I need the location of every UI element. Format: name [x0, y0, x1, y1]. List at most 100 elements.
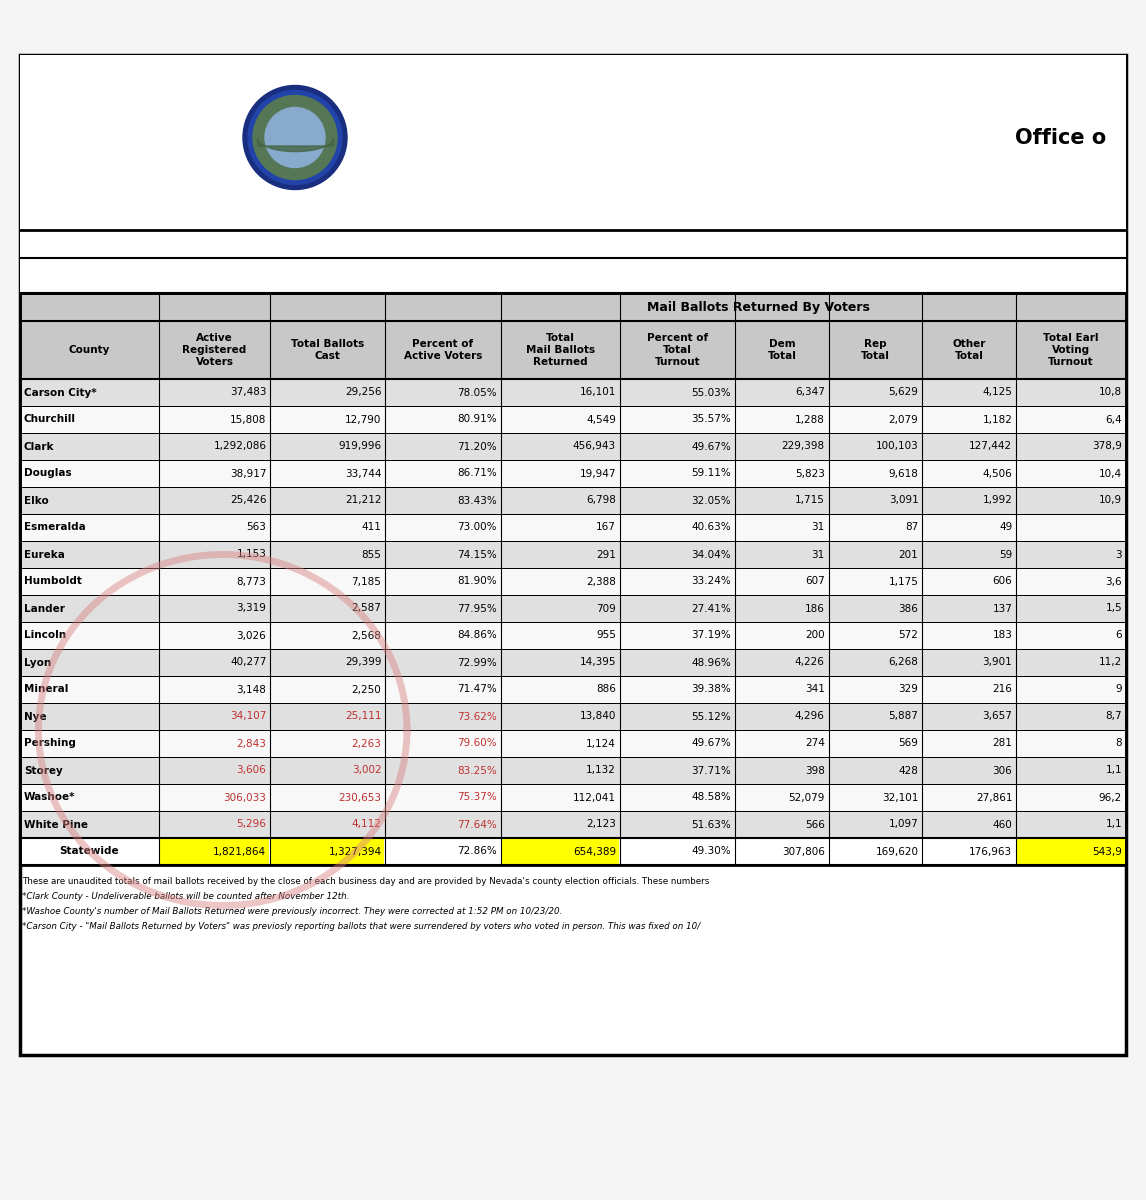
Text: 33.24%: 33.24% [691, 576, 731, 587]
Text: 4,125: 4,125 [982, 388, 1012, 397]
Text: 5,629: 5,629 [888, 388, 918, 397]
Text: 566: 566 [804, 820, 825, 829]
Text: 6,268: 6,268 [888, 658, 918, 667]
Text: Rep
Total: Rep Total [861, 340, 890, 361]
Text: 78.05%: 78.05% [457, 388, 496, 397]
Bar [19, 703, 1127, 730]
Text: 27.41%: 27.41% [691, 604, 731, 613]
Text: 31: 31 [811, 550, 825, 559]
Text: 83.25%: 83.25% [457, 766, 496, 775]
Text: Other
Total: Other Total [952, 340, 986, 361]
Circle shape [253, 96, 337, 180]
Text: Mail Ballots Returned By Voters: Mail Ballots Returned By Voters [647, 300, 870, 313]
Text: 8,7: 8,7 [1106, 712, 1122, 721]
Bar [19, 460, 1127, 487]
Text: 378,9: 378,9 [1092, 442, 1122, 451]
Text: Active
Registered
Voters: Active Registered Voters [182, 334, 246, 367]
Text: 71.20%: 71.20% [457, 442, 496, 451]
Bar [19, 757, 1127, 784]
Text: White Pine: White Pine [24, 820, 88, 829]
Text: 29,399: 29,399 [345, 658, 382, 667]
Text: 281: 281 [992, 738, 1012, 749]
Bar [19, 487, 1127, 514]
Text: 456,943: 456,943 [573, 442, 615, 451]
Text: 38,917: 38,917 [230, 468, 266, 479]
Text: 3,657: 3,657 [982, 712, 1012, 721]
Bar [19, 258, 1127, 293]
Bar [19, 541, 1127, 568]
Text: 77.64%: 77.64% [457, 820, 496, 829]
Text: 71.47%: 71.47% [457, 684, 496, 695]
Text: Eureka: Eureka [24, 550, 65, 559]
Circle shape [243, 85, 347, 190]
Text: 543,9: 543,9 [1092, 846, 1122, 857]
Text: 460: 460 [992, 820, 1012, 829]
Text: 37.19%: 37.19% [691, 630, 731, 641]
Text: Churchill: Churchill [24, 414, 76, 425]
Bar [19, 320, 1127, 379]
Text: 73.62%: 73.62% [457, 712, 496, 721]
Text: 606: 606 [992, 576, 1012, 587]
Text: 5,887: 5,887 [888, 712, 918, 721]
Text: 49: 49 [999, 522, 1012, 533]
Text: 6,347: 6,347 [795, 388, 825, 397]
Text: 569: 569 [898, 738, 918, 749]
Bar [19, 230, 1127, 258]
Bar [19, 622, 1127, 649]
Text: 86.71%: 86.71% [457, 468, 496, 479]
Text: 48.96%: 48.96% [691, 658, 731, 667]
Text: 2,263: 2,263 [352, 738, 382, 749]
Text: 1,182: 1,182 [982, 414, 1012, 425]
Bar [19, 55, 1127, 230]
Text: 29,256: 29,256 [345, 388, 382, 397]
Bar [272, 839, 384, 864]
Text: 7,185: 7,185 [352, 576, 382, 587]
Text: 37,483: 37,483 [230, 388, 266, 397]
Text: 201: 201 [898, 550, 918, 559]
Text: 6: 6 [1115, 630, 1122, 641]
Bar [19, 293, 1127, 320]
Text: 3,901: 3,901 [982, 658, 1012, 667]
Text: 1,715: 1,715 [795, 496, 825, 505]
Text: 32,101: 32,101 [882, 792, 918, 803]
Text: 21,212: 21,212 [345, 496, 382, 505]
Text: 1,821,864: 1,821,864 [213, 846, 266, 857]
Text: 307,806: 307,806 [782, 846, 825, 857]
Bar [19, 293, 1127, 865]
Text: 1,327,394: 1,327,394 [329, 846, 382, 857]
Text: 411: 411 [362, 522, 382, 533]
Text: 274: 274 [804, 738, 825, 749]
Text: Clark: Clark [24, 442, 55, 451]
Text: 37.71%: 37.71% [691, 766, 731, 775]
Text: 72.99%: 72.99% [457, 658, 496, 667]
Text: 32.05%: 32.05% [691, 496, 731, 505]
Bar [19, 784, 1127, 811]
Text: 1,1: 1,1 [1106, 766, 1122, 775]
Text: 4,112: 4,112 [352, 820, 382, 829]
Bar [159, 839, 269, 864]
Text: 15,808: 15,808 [230, 414, 266, 425]
Text: 48.58%: 48.58% [691, 792, 731, 803]
Bar [19, 676, 1127, 703]
Text: Nye: Nye [24, 712, 47, 721]
Bar [19, 514, 1127, 541]
Text: 51.63%: 51.63% [691, 820, 731, 829]
Text: 4,506: 4,506 [982, 468, 1012, 479]
Text: 55.12%: 55.12% [691, 712, 731, 721]
Text: 886: 886 [596, 684, 615, 695]
Text: 4,296: 4,296 [795, 712, 825, 721]
Text: Humboldt: Humboldt [24, 576, 81, 587]
Text: 216: 216 [992, 684, 1012, 695]
Text: 1,175: 1,175 [888, 576, 918, 587]
Bar [19, 433, 1127, 460]
Text: 80.91%: 80.91% [457, 414, 496, 425]
Text: 1,124: 1,124 [586, 738, 615, 749]
Text: 137: 137 [992, 604, 1012, 613]
Text: 4,226: 4,226 [795, 658, 825, 667]
Text: 52,079: 52,079 [788, 792, 825, 803]
Text: 13,840: 13,840 [580, 712, 615, 721]
Text: 83.43%: 83.43% [457, 496, 496, 505]
Text: 229,398: 229,398 [782, 442, 825, 451]
Text: *Carson City - "Mail Ballots Returned by Voters" was previosly reporting ballots: *Carson City - "Mail Ballots Returned by… [22, 922, 700, 931]
Text: These are unaudited totals of mail ballots received by the close of each busines: These are unaudited totals of mail ballo… [22, 877, 709, 886]
